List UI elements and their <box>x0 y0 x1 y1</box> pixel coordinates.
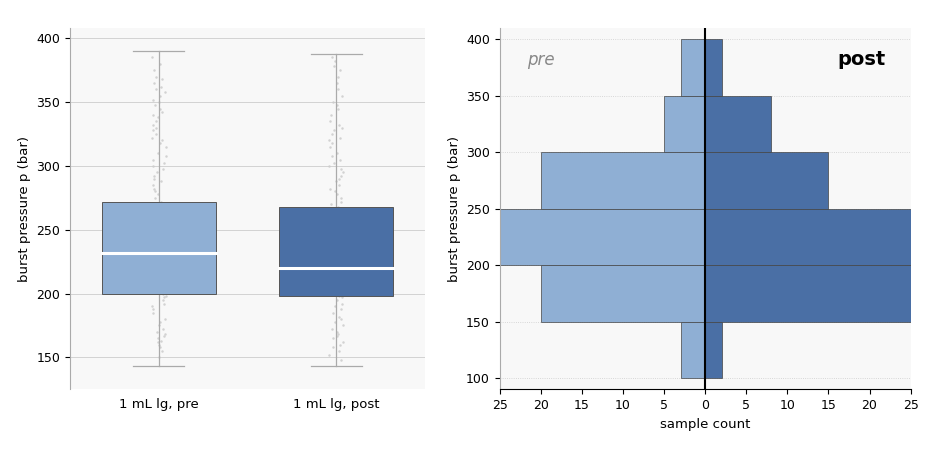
Bar <box>541 152 705 209</box>
Bar <box>705 39 722 96</box>
Bar <box>705 96 771 152</box>
Bar <box>681 39 705 96</box>
Bar <box>500 209 705 265</box>
Bar <box>681 322 705 378</box>
Bar <box>705 209 911 265</box>
Bar <box>664 96 705 152</box>
Bar <box>705 152 828 209</box>
Text: post: post <box>837 50 885 69</box>
Bar <box>705 322 722 378</box>
Bar <box>705 265 911 322</box>
Bar <box>541 265 705 322</box>
Y-axis label: burst pressure p (bar): burst pressure p (bar) <box>447 136 460 282</box>
Y-axis label: burst pressure p (bar): burst pressure p (bar) <box>18 136 31 282</box>
Bar <box>102 202 216 294</box>
Text: pre: pre <box>527 51 555 69</box>
Bar <box>279 207 393 296</box>
X-axis label: sample count: sample count <box>660 417 750 431</box>
